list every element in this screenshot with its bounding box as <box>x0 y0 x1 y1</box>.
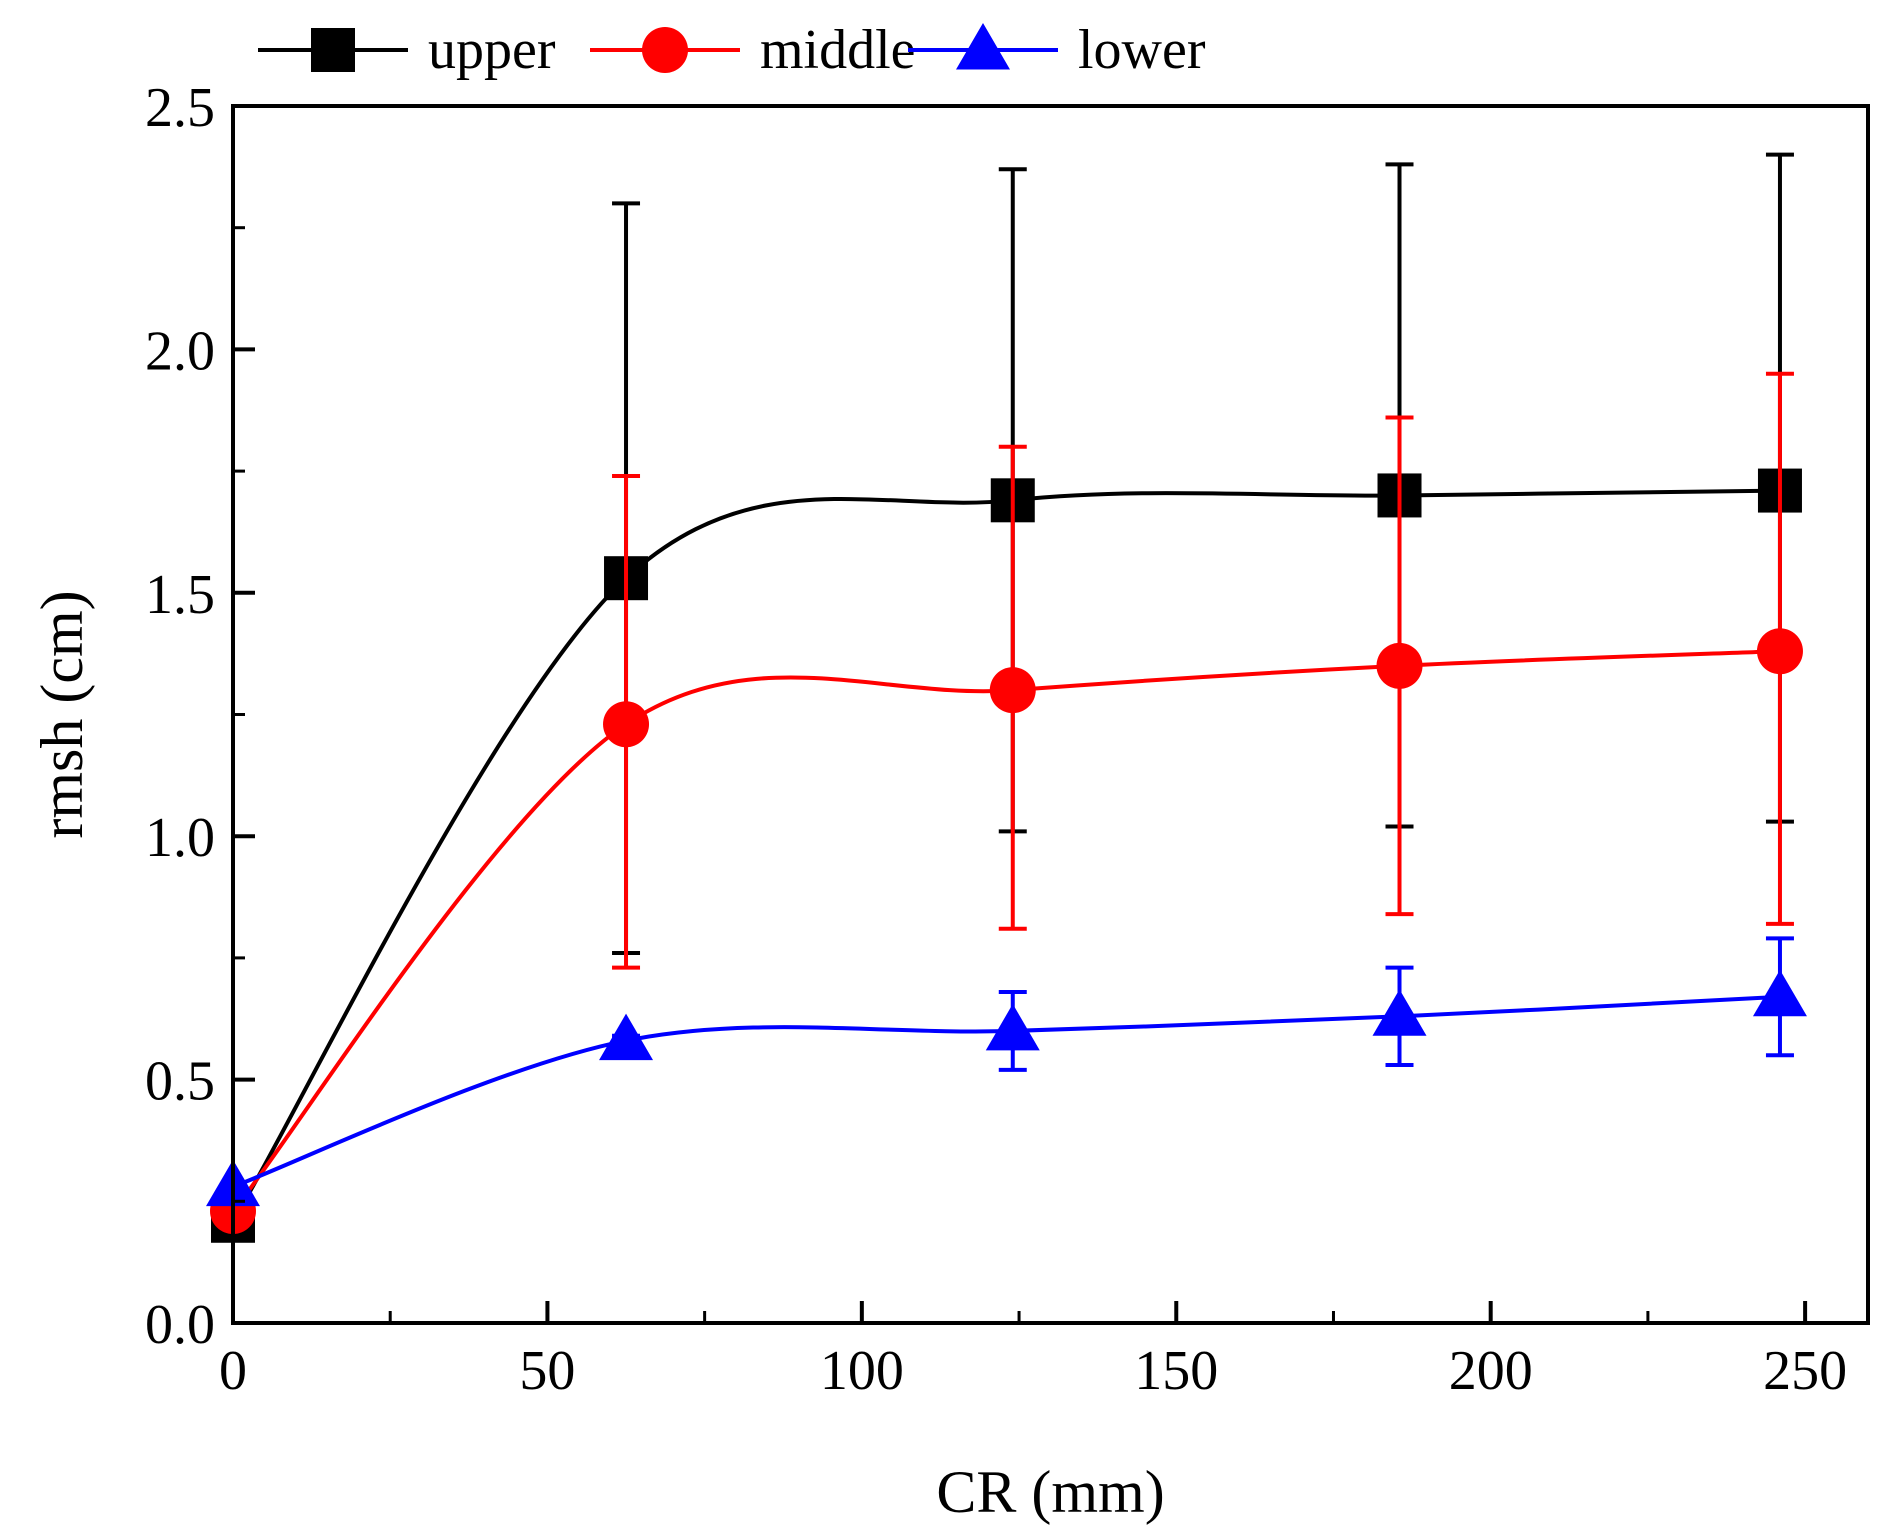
data-point-lower <box>1752 969 1807 1017</box>
series-line-upper <box>231 488 1780 1222</box>
series-lower <box>206 936 1807 1207</box>
x-axis-title: CR (mm) <box>936 1459 1164 1525</box>
legend-marker-lower <box>956 23 1010 70</box>
x-tick-label: 150 <box>1134 1340 1218 1402</box>
x-tick-label: 50 <box>519 1340 575 1402</box>
y-tick-label: 1.5 <box>145 564 215 626</box>
series-line-middle <box>231 649 1781 1213</box>
data-point-lower <box>985 1003 1040 1051</box>
data-point-middle <box>1756 628 1803 675</box>
legend-item-middle: middle <box>590 19 916 81</box>
legend-item-lower: lower <box>908 19 1206 81</box>
x-tick-label: 0 <box>219 1340 247 1402</box>
x-tick-label: 100 <box>820 1340 904 1402</box>
ticks-layer: 0 50 100 150 200 250 0.0 0.5 1.0 1.5 2.0 2.5 <box>145 77 1847 1402</box>
plot-frame <box>231 104 1870 1325</box>
data-point-middle <box>989 667 1036 714</box>
data-point-middle <box>1376 642 1423 689</box>
legend-label-lower: lower <box>1078 19 1206 81</box>
y-tick-label: 2.0 <box>145 320 215 382</box>
legend-label-middle: middle <box>760 19 916 81</box>
y-tick-label: 2.5 <box>145 77 215 139</box>
x-tick-label: 250 <box>1763 1340 1847 1402</box>
data-point-lower <box>599 1013 654 1061</box>
legend: upper middle lower <box>258 19 1206 81</box>
legend-marker-upper <box>311 28 355 72</box>
legend-item-upper: upper <box>258 19 556 81</box>
data-point-lower <box>1372 989 1427 1036</box>
y-tick-label: 0.5 <box>145 1051 215 1113</box>
y-axis-title: rmsh (cm) <box>29 590 95 838</box>
legend-label-upper: upper <box>428 19 556 81</box>
plot-area: 0 50 100 150 200 250 0.0 0.5 1.0 1.5 2.0 2.5 <box>145 77 1870 1402</box>
data-point-middle <box>603 701 650 748</box>
x-tick-label: 200 <box>1449 1340 1533 1402</box>
y-tick-label: 1.0 <box>145 807 215 869</box>
legend-marker-middle <box>642 27 688 73</box>
series-layer <box>206 152 1807 1243</box>
y-tick-label: 0.0 <box>145 1294 215 1356</box>
